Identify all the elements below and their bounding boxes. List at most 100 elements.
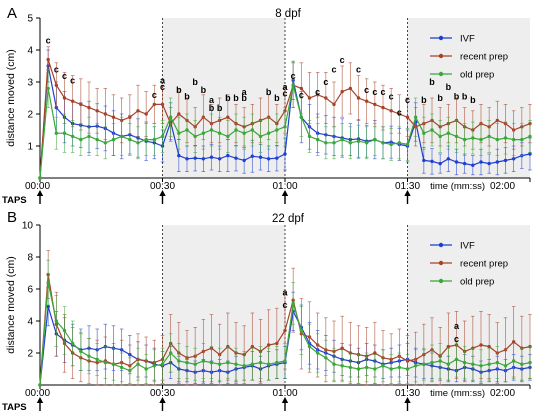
data-point bbox=[201, 359, 206, 363]
data-point bbox=[397, 141, 402, 145]
data-point bbox=[266, 362, 271, 366]
y-axis-label: distance moved (cm) bbox=[5, 49, 17, 146]
data-point bbox=[62, 328, 67, 333]
data-point bbox=[495, 137, 500, 142]
data-point bbox=[528, 152, 532, 156]
data-point bbox=[185, 128, 189, 132]
tap-arrow-head bbox=[404, 190, 411, 196]
data-point bbox=[405, 367, 410, 371]
data-point bbox=[438, 161, 442, 166]
y-tick-label: 10 bbox=[22, 221, 34, 232]
data-point bbox=[217, 131, 222, 135]
data-point bbox=[95, 137, 99, 142]
legend-marker bbox=[438, 71, 444, 77]
data-point bbox=[54, 319, 59, 323]
data-point bbox=[95, 357, 99, 362]
tap-arrow-head bbox=[36, 190, 44, 196]
data-point bbox=[38, 383, 42, 387]
data-point bbox=[201, 157, 206, 161]
y-tick-label: 8 bbox=[27, 253, 33, 264]
data-point bbox=[70, 134, 75, 139]
data-point bbox=[413, 364, 418, 368]
data-point bbox=[471, 136, 475, 140]
data-point bbox=[503, 136, 508, 140]
significance-letter: b bbox=[454, 92, 460, 102]
data-point bbox=[487, 344, 491, 349]
data-point bbox=[177, 359, 181, 363]
data-point bbox=[177, 131, 181, 135]
y-tick-label: 3 bbox=[27, 78, 33, 89]
legend-label: IVF bbox=[460, 34, 475, 45]
data-point bbox=[79, 137, 83, 142]
significance-letter: b bbox=[192, 77, 198, 87]
data-point bbox=[454, 134, 459, 139]
data-point bbox=[397, 112, 402, 116]
legend-marker bbox=[438, 260, 444, 266]
data-point bbox=[479, 160, 483, 164]
legend-label: old prep bbox=[460, 70, 494, 81]
significance-letter: a bbox=[454, 321, 460, 331]
data-point bbox=[332, 141, 336, 145]
x-tick-label: 01:30 bbox=[395, 388, 420, 399]
legend-label: recent prep bbox=[460, 259, 508, 270]
significance-letter: b bbox=[421, 95, 427, 105]
data-point bbox=[511, 340, 516, 344]
data-point bbox=[266, 157, 271, 161]
tap-arrow-head bbox=[36, 397, 44, 403]
data-point bbox=[324, 141, 328, 145]
data-point bbox=[487, 134, 491, 139]
significance-letter: c bbox=[46, 36, 51, 46]
data-point bbox=[193, 156, 197, 160]
significance-letter: b bbox=[217, 103, 223, 113]
data-point bbox=[209, 128, 214, 132]
significance-letter: c bbox=[54, 64, 59, 74]
chart-title: 8 dpf bbox=[275, 8, 301, 20]
data-point bbox=[258, 360, 263, 365]
data-point bbox=[422, 158, 426, 163]
data-point bbox=[242, 364, 246, 368]
panel-label: B bbox=[7, 209, 17, 226]
data-point bbox=[348, 86, 353, 91]
x-tick-label: 00:30 bbox=[150, 388, 175, 399]
significance-letter: a bbox=[282, 287, 288, 297]
x-tick-label: 01:00 bbox=[272, 181, 297, 192]
data-point bbox=[79, 102, 83, 107]
data-point bbox=[528, 134, 532, 139]
data-point bbox=[54, 83, 59, 87]
data-point bbox=[275, 360, 279, 365]
data-point bbox=[46, 86, 50, 91]
data-point bbox=[495, 118, 500, 123]
significance-letter: c bbox=[372, 87, 377, 97]
data-point bbox=[397, 365, 402, 370]
data-point bbox=[234, 156, 238, 160]
data-point bbox=[364, 99, 369, 103]
x-tick-label: 01:30 bbox=[395, 181, 420, 192]
significance-letter: b bbox=[184, 92, 190, 102]
data-point bbox=[446, 344, 451, 349]
significance-letter: c bbox=[323, 77, 328, 87]
data-point bbox=[160, 102, 165, 107]
data-point bbox=[356, 96, 361, 100]
data-point bbox=[87, 354, 91, 358]
data-point bbox=[136, 141, 140, 145]
significance-letter: b bbox=[429, 77, 435, 87]
data-point bbox=[479, 137, 483, 142]
data-point bbox=[520, 137, 524, 142]
data-point bbox=[291, 83, 295, 87]
tap-arrow-head bbox=[159, 397, 166, 403]
data-point bbox=[356, 139, 361, 143]
data-point bbox=[250, 154, 255, 158]
significance-letter: c bbox=[291, 71, 296, 81]
data-point bbox=[299, 328, 304, 333]
data-point bbox=[462, 360, 467, 365]
data-point bbox=[291, 301, 295, 306]
data-point bbox=[405, 115, 410, 119]
chart-title: 22 dpf bbox=[272, 213, 305, 225]
data-point bbox=[242, 131, 246, 135]
tap-arrow-head bbox=[281, 190, 289, 196]
data-point bbox=[340, 137, 344, 142]
data-point bbox=[373, 351, 377, 355]
data-point bbox=[136, 109, 140, 113]
significance-letter: c bbox=[331, 64, 336, 74]
data-point bbox=[185, 157, 189, 161]
